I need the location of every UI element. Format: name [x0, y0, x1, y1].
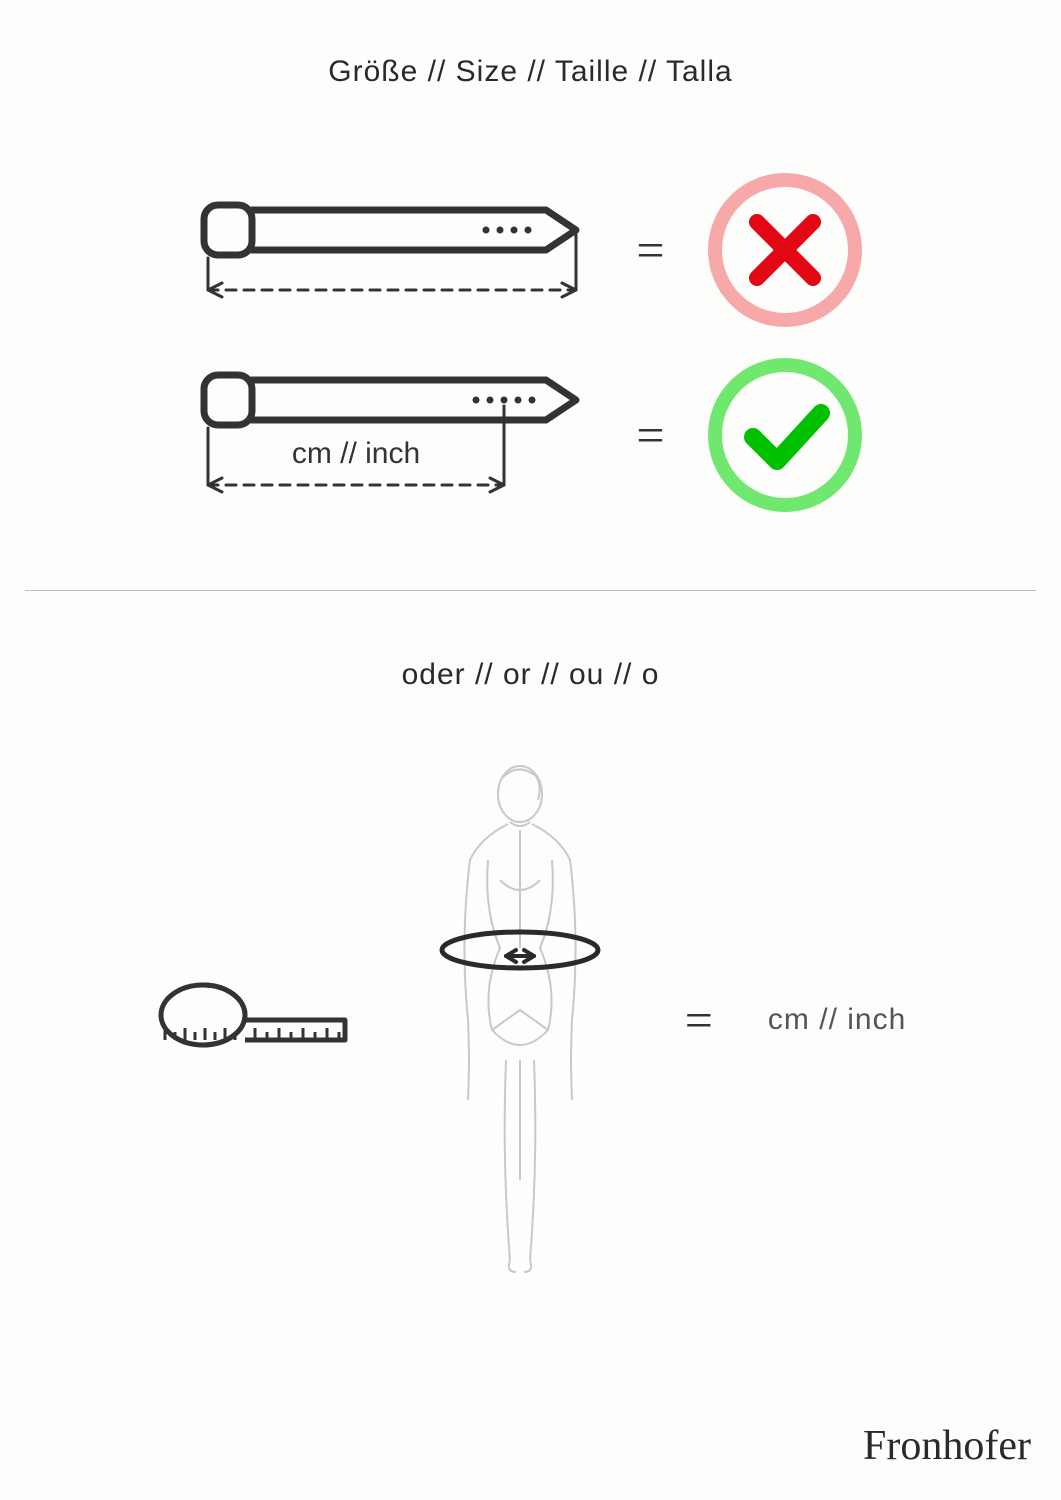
belt-correct-icon: cm // inch: [196, 350, 596, 520]
equals-sign-waist: =: [685, 991, 713, 1049]
heading-or: oder // or // ou // o: [0, 658, 1061, 692]
row-waist: = cm // inch: [0, 760, 1061, 1280]
page-root: Größe // Size // Taille // Talla: [0, 0, 1061, 1500]
wrong-icon: [705, 170, 865, 330]
tape-measure-icon: [155, 970, 355, 1070]
belt-wrong-icon: [196, 170, 596, 330]
body-figure-icon: [410, 760, 630, 1280]
row-correct: cm // inch =: [0, 350, 1061, 520]
equals-sign-correct: =: [636, 406, 664, 464]
section-divider: [25, 590, 1036, 591]
waist-unit-label: cm // inch: [768, 1003, 906, 1037]
belt-unit-label: cm // inch: [292, 437, 420, 470]
equals-sign-wrong: =: [636, 221, 664, 279]
correct-icon: [705, 355, 865, 515]
row-wrong: =: [0, 170, 1061, 330]
heading-size: Größe // Size // Taille // Talla: [0, 55, 1061, 89]
brand-signature: Fronhofer: [863, 1422, 1031, 1470]
